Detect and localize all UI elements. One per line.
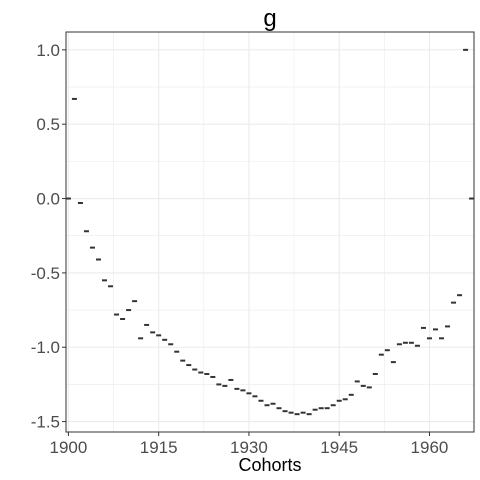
y-tick-label: 1.0	[36, 41, 60, 60]
x-tick-label: 1960	[411, 438, 449, 457]
y-tick-label: -1.5	[31, 413, 60, 432]
data-points	[65, 48, 475, 416]
x-tick-label: 1945	[320, 438, 358, 457]
y-tick-label: -0.5	[31, 264, 60, 283]
grid	[66, 32, 474, 432]
x-tick-label: 1915	[140, 438, 178, 457]
x-axis-label: Cohorts	[238, 455, 301, 475]
chart-title: g	[263, 5, 276, 32]
x-tick-label: 1930	[230, 438, 268, 457]
y-tick-label: 0.5	[36, 115, 60, 134]
y-tick-label: -1.0	[31, 338, 60, 357]
y-tick-label: 0.0	[36, 190, 60, 209]
x-tick-label: 1900	[49, 438, 87, 457]
panel-border	[65, 31, 475, 433]
y-axis: 1.0 0.5 0.0 -0.5 -1.0 -1.5	[31, 41, 66, 432]
x-axis: 1900 1915 1930 1945 1960	[49, 432, 448, 457]
